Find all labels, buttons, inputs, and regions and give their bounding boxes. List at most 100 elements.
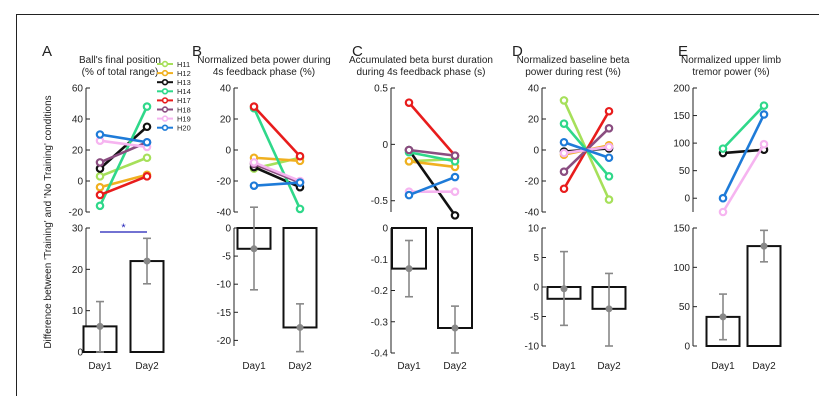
series-line-h20 bbox=[253, 181, 301, 187]
y-tick-label-top: 20 bbox=[72, 146, 84, 157]
point-h17-day2 bbox=[295, 151, 305, 161]
point-h20-day1 bbox=[95, 130, 105, 139]
point-h19-day2 bbox=[604, 142, 614, 152]
point-h11-day1 bbox=[559, 96, 569, 105]
y-tick-label-bottom: -5 bbox=[530, 312, 539, 323]
panel-title-d-line2: power during rest (%) bbox=[525, 67, 621, 78]
x-tick-label-day2: Day2 bbox=[135, 361, 159, 372]
legend-marker-h20 bbox=[161, 124, 169, 131]
figure-border-left bbox=[16, 14, 17, 396]
mean-marker-day1 bbox=[560, 285, 568, 293]
point-h19-day2 bbox=[450, 187, 460, 197]
series-line-h14 bbox=[722, 104, 765, 150]
point-h17-day1 bbox=[404, 98, 414, 107]
mean-marker-day2 bbox=[451, 324, 459, 332]
point-h20-day1 bbox=[404, 190, 414, 200]
legend-label-h14: H14 bbox=[177, 87, 191, 96]
series-line-h18 bbox=[253, 162, 301, 184]
y-tick-label-bottom: 10 bbox=[72, 306, 84, 317]
point-h17-day1 bbox=[95, 190, 105, 200]
point-h18-day1 bbox=[559, 167, 569, 177]
point-h20-day1 bbox=[559, 137, 569, 147]
panel-letter-d: D bbox=[512, 43, 523, 60]
x-tick-label-day1: Day1 bbox=[397, 361, 421, 372]
point-h17-day1 bbox=[559, 184, 569, 194]
panel-letter-e: E bbox=[678, 43, 688, 60]
mean-marker-day2 bbox=[296, 323, 304, 331]
y-tick-label-bottom: 20 bbox=[72, 265, 84, 276]
series-line-h18 bbox=[408, 148, 456, 157]
point-h20-day2 bbox=[450, 172, 460, 182]
series-line-h20 bbox=[721, 113, 766, 199]
panel-title-a-line1: Ball's final position bbox=[79, 55, 161, 66]
series-line-h19 bbox=[721, 143, 766, 213]
point-h13-day2 bbox=[142, 122, 152, 132]
point-h18-day2 bbox=[604, 124, 614, 133]
y-tick-label-top: 40 bbox=[72, 115, 84, 126]
x-tick-label-day2: Day2 bbox=[597, 361, 621, 372]
y-tick-label-top: 100 bbox=[673, 139, 690, 150]
legend-label-h19: H19 bbox=[177, 114, 191, 123]
point-h14-day1 bbox=[718, 144, 728, 153]
point-h19-day1 bbox=[249, 158, 259, 167]
point-h18-day1 bbox=[404, 145, 414, 155]
y-tick-label-top: 0 bbox=[533, 146, 539, 157]
figure-border-top bbox=[16, 14, 819, 15]
y-tick-label-bottom: 100 bbox=[673, 263, 690, 274]
series-line-h12 bbox=[408, 159, 456, 169]
y-tick-label-top: 0 bbox=[382, 140, 388, 151]
x-tick-label-day1: Day1 bbox=[711, 361, 735, 372]
y-tick-label-top: 0 bbox=[684, 194, 690, 205]
series-line-h19 bbox=[253, 161, 301, 183]
y-tick-label-bottom: -10 bbox=[217, 280, 232, 291]
series-line-h14 bbox=[408, 150, 456, 163]
panel-title-b-line2: 4s feedback phase (%) bbox=[213, 67, 315, 78]
x-tick-label-day1: Day1 bbox=[88, 361, 112, 372]
y-tick-label-top: 40 bbox=[528, 84, 540, 95]
x-tick-label-day1: Day1 bbox=[552, 361, 576, 372]
point-h14-day2 bbox=[295, 204, 305, 214]
point-h12-day1 bbox=[95, 182, 105, 192]
point-h20-day2 bbox=[759, 110, 769, 119]
y-tick-label-top: 0 bbox=[77, 177, 83, 188]
significance-star: * bbox=[121, 222, 126, 234]
point-h14-day1 bbox=[95, 201, 105, 211]
y-tick-label-bottom: 0 bbox=[533, 283, 539, 294]
x-tick-label-day1: Day1 bbox=[242, 361, 266, 372]
y-tick-label-bottom: -20 bbox=[217, 336, 232, 347]
legend-label-h17: H17 bbox=[177, 96, 191, 105]
y-tick-label-bottom: 150 bbox=[673, 224, 690, 235]
point-h17-day1 bbox=[249, 102, 259, 111]
x-tick-label-day2: Day2 bbox=[288, 361, 312, 372]
panel-title-e-line1: Normalized upper limb bbox=[681, 55, 781, 66]
mean-marker-day1 bbox=[719, 313, 727, 321]
series-line-h19 bbox=[99, 139, 148, 149]
y-tick-label-bottom: 0 bbox=[77, 348, 83, 359]
y-tick-label-bottom: -0.4 bbox=[371, 349, 389, 360]
y-tick-label-bottom: -0.3 bbox=[371, 317, 389, 328]
panel-letter-c: C bbox=[352, 43, 363, 60]
y-tick-label-bottom: 10 bbox=[528, 224, 540, 235]
y-tick-label-bottom: 30 bbox=[72, 224, 84, 235]
legend-marker-h18 bbox=[161, 106, 169, 113]
legend-marker-h13 bbox=[161, 78, 169, 86]
y-tick-label-top: 200 bbox=[673, 84, 690, 95]
y-tick-label-top: -20 bbox=[217, 177, 232, 188]
series-line-h20 bbox=[408, 175, 456, 197]
point-h14-day2 bbox=[604, 172, 614, 181]
y-tick-label-bottom: -0.1 bbox=[371, 255, 389, 266]
point-h12-day1 bbox=[404, 156, 414, 166]
legend-marker-h14 bbox=[161, 88, 169, 95]
point-h13-day2 bbox=[450, 211, 460, 220]
panel-letter-b: B bbox=[192, 43, 202, 60]
panel-title-c-line2: during 4s feedback phase (s) bbox=[357, 67, 486, 78]
legend-label-h11: H11 bbox=[177, 60, 190, 69]
series-line-h17 bbox=[253, 105, 301, 158]
point-h19-day1 bbox=[718, 207, 728, 217]
y-tick-label-bottom: 0 bbox=[684, 342, 690, 353]
legend-marker-h12 bbox=[161, 69, 169, 77]
legend-label-h12: H12 bbox=[177, 69, 191, 78]
y-tick-label-bottom: 0 bbox=[382, 224, 388, 235]
y-tick-label-bottom: -15 bbox=[217, 308, 232, 319]
